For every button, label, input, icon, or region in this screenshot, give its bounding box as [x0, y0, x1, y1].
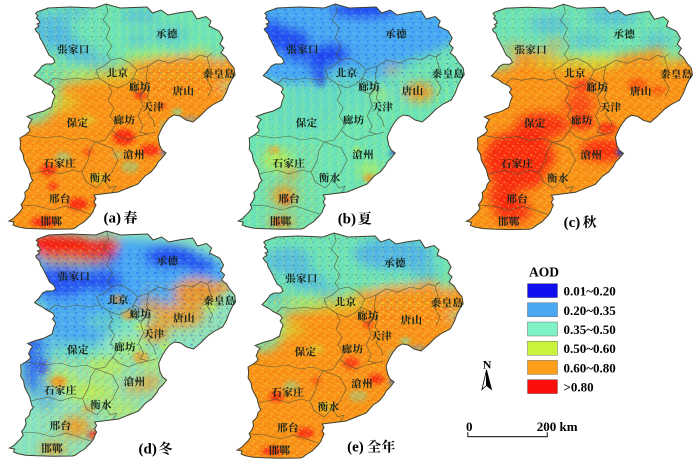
svg-text:200 km: 200 km — [537, 419, 578, 434]
svg-text:0.20~0.35: 0.20~0.35 — [564, 303, 617, 318]
svg-text:0.01~0.20: 0.01~0.20 — [564, 284, 616, 299]
svg-text:0.60~0.80: 0.60~0.80 — [564, 360, 616, 375]
svg-text:(e): (e) — [347, 440, 364, 456]
svg-text:N: N — [483, 358, 492, 372]
svg-text:0: 0 — [466, 419, 473, 434]
svg-text:AOD: AOD — [529, 265, 559, 280]
svg-text:>0.80: >0.80 — [564, 380, 594, 395]
svg-text:(d): (d) — [139, 442, 157, 458]
svg-text:(a): (a) — [104, 211, 122, 227]
svg-text:0.35~0.50: 0.35~0.50 — [564, 322, 616, 337]
svg-text:0.50~0.60: 0.50~0.60 — [564, 341, 616, 356]
svg-text:(b): (b) — [338, 212, 356, 228]
svg-text:(c): (c) — [564, 215, 581, 231]
